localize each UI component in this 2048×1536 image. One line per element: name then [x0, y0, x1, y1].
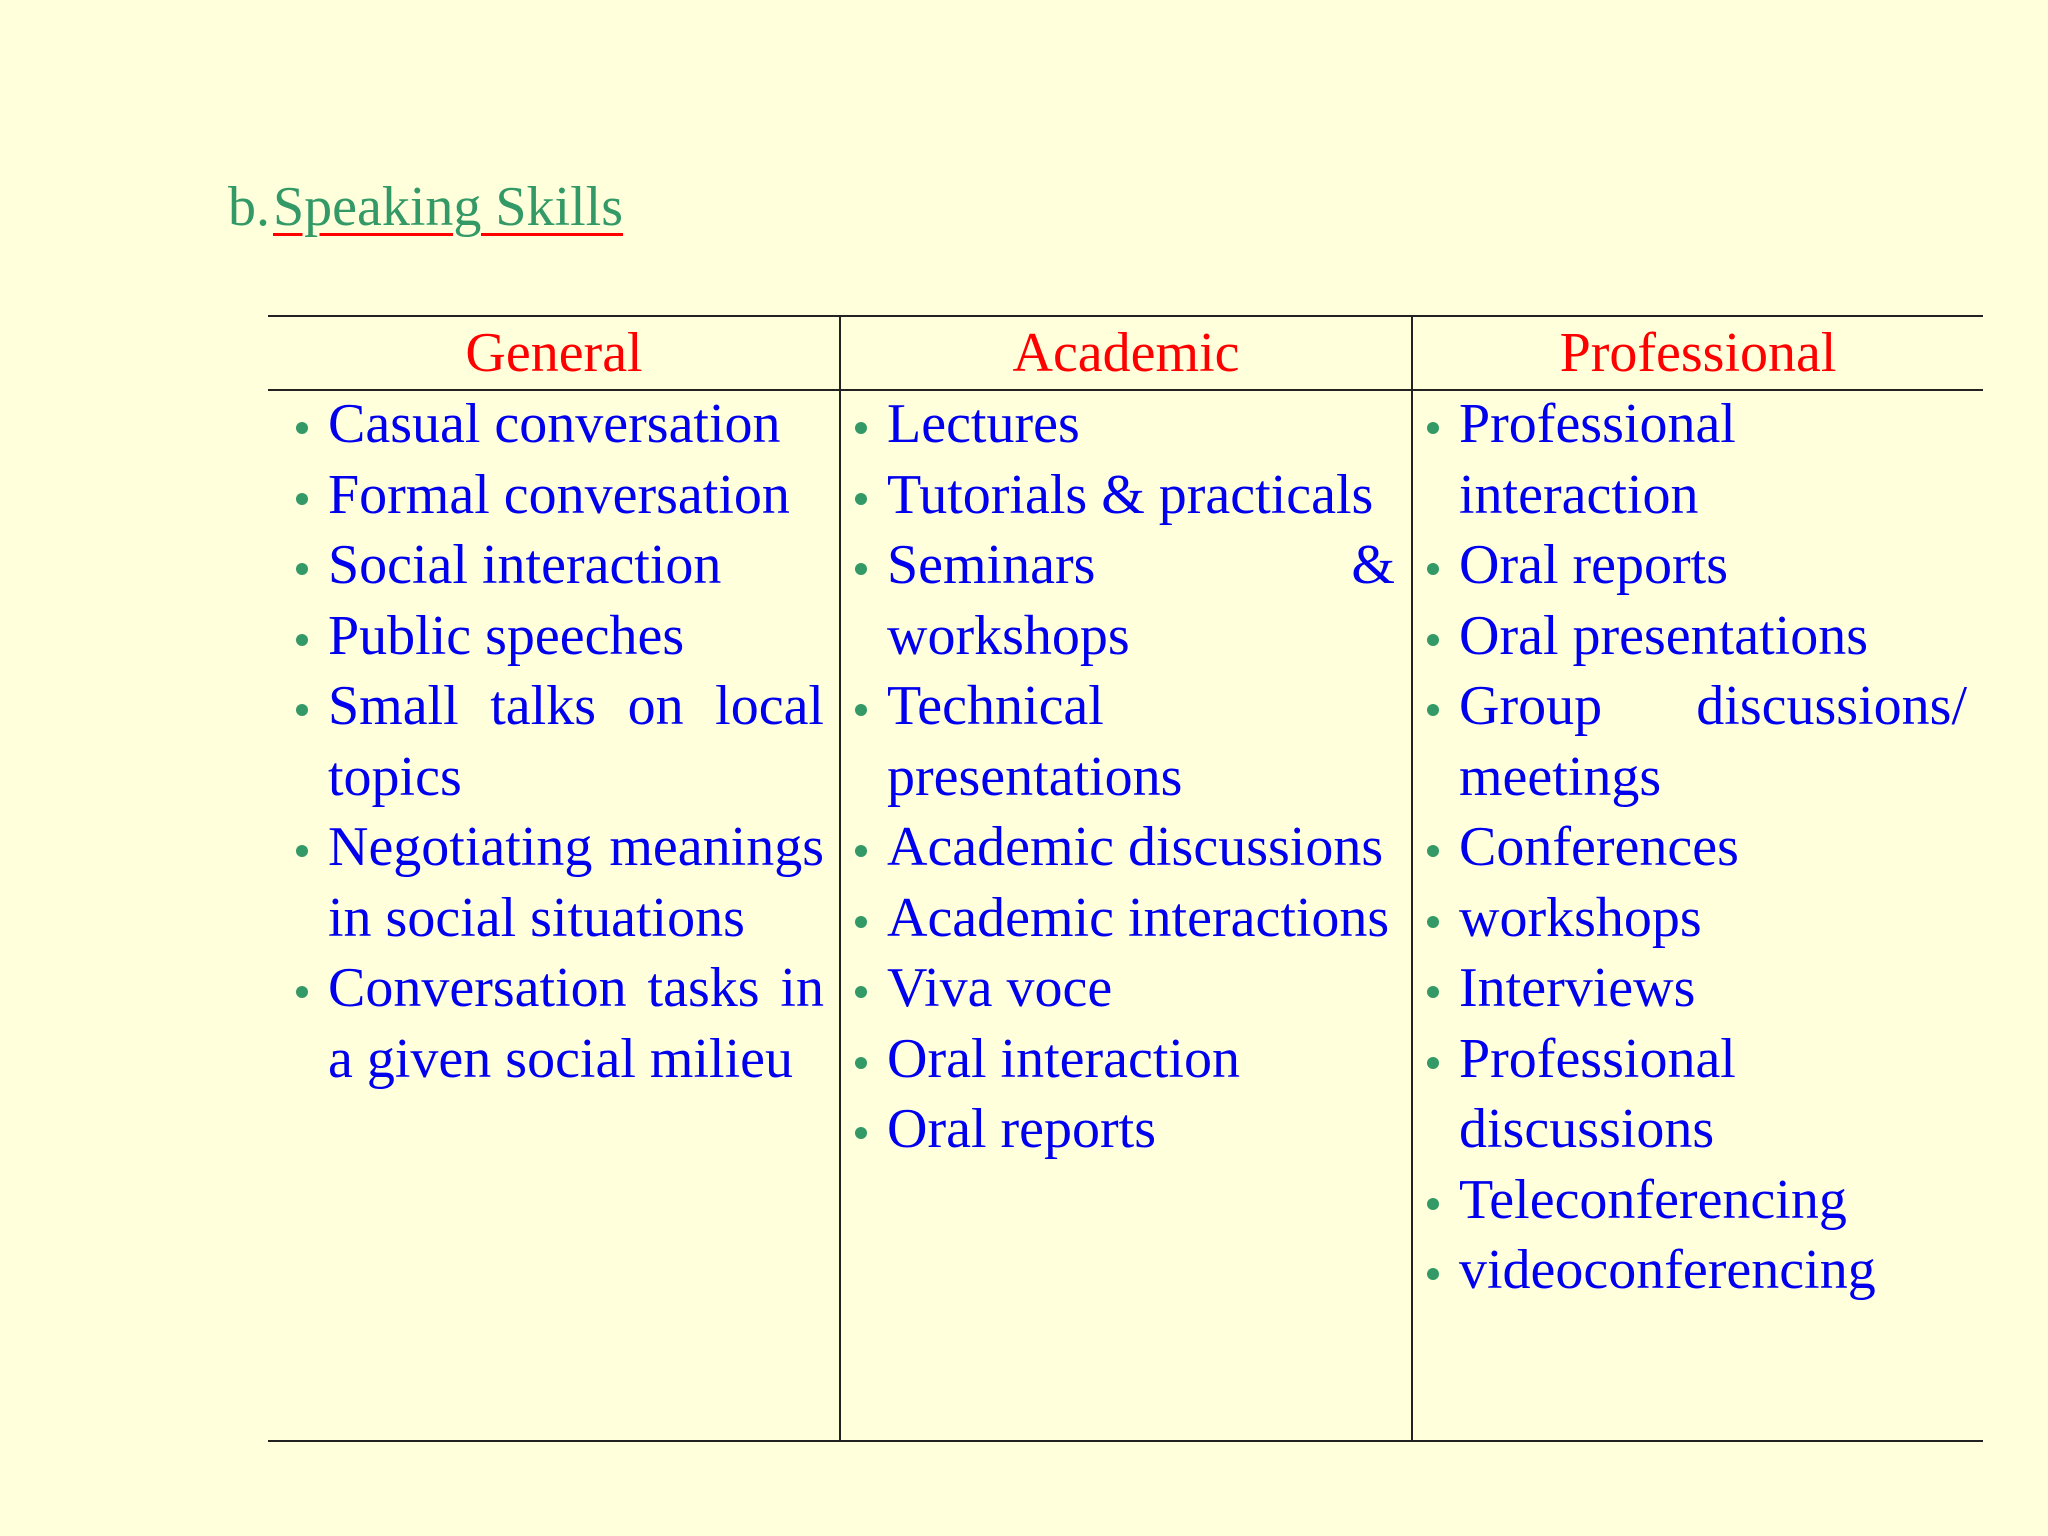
bullet-icon	[296, 492, 308, 505]
list-item: Professional discussions	[1427, 1024, 1967, 1165]
bullet-icon	[1427, 845, 1439, 857]
bullet-icon	[1427, 704, 1439, 716]
column-header: Professional	[1559, 322, 1837, 384]
list-item: Public speeches	[296, 601, 824, 672]
bullet-icon	[1427, 633, 1439, 646]
column-professional: Professional Professional interaction Ora…	[1413, 317, 1983, 1440]
skills-table: General Casual conversation Formal conver…	[268, 315, 1983, 1442]
bullet-icon	[855, 422, 867, 434]
item-text: Public speeches	[328, 604, 685, 667]
bullet-icon	[296, 704, 308, 716]
bullet-icon	[1427, 422, 1439, 434]
item-text: Seminars & workshops	[887, 534, 1395, 667]
list-item: Small talks on local topics	[296, 671, 824, 812]
list-item: workshops	[1427, 883, 1967, 954]
list-item: Negotiating meanings in social situation…	[296, 812, 824, 953]
list-item: Seminars & workshops	[855, 530, 1395, 671]
list-item: Oral presentations	[1427, 601, 1967, 672]
item-text: Oral interaction	[887, 1027, 1240, 1090]
list-item: Conversation tasks in a given social mil…	[296, 953, 824, 1094]
list-item: Group discussions/ meetings	[1427, 671, 1967, 812]
column-header: Academic	[1012, 322, 1240, 384]
bullet-icon	[855, 915, 867, 928]
header-row-divider	[268, 317, 1983, 391]
column-header: General	[465, 322, 643, 384]
bullet-icon	[855, 704, 867, 716]
item-text: Oral reports	[887, 1098, 1157, 1160]
item-list: Lectures Tutorials & practicals Seminars &…	[841, 389, 1411, 1165]
item-text: workshops	[1459, 886, 1702, 949]
list-item: Oral interaction	[855, 1024, 1395, 1095]
bullet-icon	[855, 845, 867, 857]
item-text: Small talks on local topics	[328, 675, 824, 808]
bullet-icon	[296, 845, 308, 857]
bullet-icon	[855, 1056, 867, 1069]
bullet-icon	[1427, 1197, 1439, 1210]
column-divider	[1411, 317, 1413, 1440]
list-item: Viva voce	[855, 953, 1395, 1024]
item-text: Academic interactions	[887, 886, 1390, 949]
item-text: Oral reports	[1459, 534, 1729, 596]
list-item: Teleconferencing	[1427, 1165, 1967, 1236]
bullet-icon	[1427, 563, 1439, 575]
list-item: Technical presentations	[855, 671, 1395, 812]
item-text: Tutorials & practicals	[887, 463, 1374, 526]
list-item: Professional interaction	[1427, 389, 1967, 530]
item-text: Viva voce	[887, 957, 1113, 1019]
list-item: Conferences	[1427, 812, 1967, 883]
column-general: General Casual conversation Formal conver…	[268, 317, 840, 1440]
bullet-icon	[855, 492, 867, 505]
item-text: Professional interaction	[1459, 393, 1736, 526]
bullet-icon	[296, 986, 308, 998]
item-text: Teleconferencing	[1459, 1168, 1847, 1231]
section-number: b.	[228, 176, 270, 238]
section-title: b.Speaking Skills	[228, 172, 623, 242]
section-heading: Speaking Skills	[273, 176, 624, 238]
list-item: videoconferencing	[1427, 1235, 1967, 1306]
item-text: Lectures	[887, 393, 1080, 455]
bullet-icon	[296, 563, 308, 575]
bullet-icon	[855, 986, 867, 998]
item-list: Professional interaction Oral reports Oral…	[1413, 389, 1983, 1306]
item-text: Professional discussions	[1459, 1027, 1736, 1161]
list-item: Tutorials & practicals	[855, 460, 1395, 531]
list-item: Interviews	[1427, 953, 1967, 1024]
bullet-icon	[1427, 1056, 1439, 1069]
bullet-icon	[1427, 1268, 1439, 1280]
column-divider	[839, 317, 841, 1440]
list-item: Casual conversation	[296, 389, 824, 460]
list-item: Academic discussions	[855, 812, 1395, 883]
item-text: Formal conversation	[328, 463, 790, 526]
list-item: Lectures	[855, 389, 1395, 460]
item-text: Group discussions/ meetings	[1459, 675, 1967, 808]
bullet-icon	[855, 1127, 867, 1139]
bullet-icon	[296, 633, 308, 646]
bullet-icon	[296, 422, 308, 434]
item-text: Technical presentations	[887, 675, 1183, 808]
item-text: videoconferencing	[1459, 1239, 1876, 1301]
item-text: Conferences	[1459, 816, 1739, 878]
item-text: Oral presentations	[1459, 604, 1868, 667]
item-text: Academic discussions	[887, 816, 1384, 878]
column-academic: Academic Lectures Tutorials & practicals S…	[841, 317, 1411, 1440]
list-item: Oral reports	[855, 1094, 1395, 1165]
bullet-icon	[1427, 915, 1439, 928]
item-text: Conversation tasks in a given social mil…	[328, 957, 824, 1090]
item-text: Social interaction	[328, 534, 722, 596]
list-item: Oral reports	[1427, 530, 1967, 601]
item-text: Negotiating meanings in social situation…	[328, 816, 824, 949]
bullet-icon	[855, 563, 867, 575]
item-list: Casual conversation Formal conversation So…	[268, 389, 840, 1094]
bullet-icon	[1427, 986, 1439, 998]
item-text: Interviews	[1459, 957, 1696, 1019]
item-text: Casual conversation	[328, 393, 781, 455]
list-item: Social interaction	[296, 530, 824, 601]
list-item: Academic interactions	[855, 883, 1395, 954]
list-item: Formal conversation	[296, 460, 824, 531]
